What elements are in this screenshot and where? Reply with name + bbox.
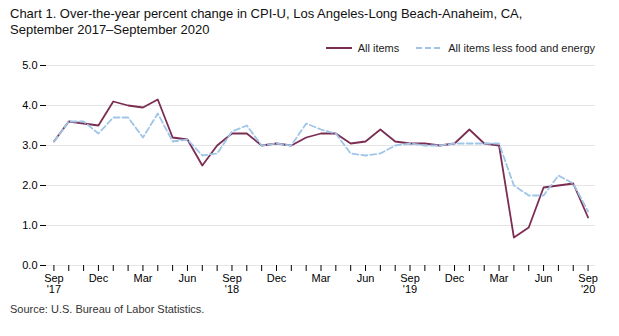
svg-text:2.0: 2.0 <box>22 179 37 191</box>
svg-text:Dec: Dec <box>267 272 287 284</box>
svg-text:4.0: 4.0 <box>22 99 37 111</box>
svg-text:Sep'20: Sep'20 <box>578 272 598 295</box>
svg-text:0.0: 0.0 <box>22 259 37 271</box>
svg-text:Mar: Mar <box>133 272 152 284</box>
svg-text:1.0: 1.0 <box>22 219 37 231</box>
svg-text:Sep'19: Sep'19 <box>400 272 420 295</box>
svg-text:Dec: Dec <box>89 272 109 284</box>
svg-text:Dec: Dec <box>445 272 465 284</box>
html-text:Chart 1. Over-the-year percent: Chart 1. Over-the-year percent change in… <box>10 6 523 38</box>
svg-text:Jun: Jun <box>179 272 197 284</box>
svg-text:Jun: Jun <box>357 272 375 284</box>
svg-text:Sep'18: Sep'18 <box>222 272 242 295</box>
svg-text:3.0: 3.0 <box>22 139 37 151</box>
svg-text:Jun: Jun <box>535 272 553 284</box>
html-text:All items less food and energy: All items less food and energy <box>448 41 595 54</box>
svg-text:Mar: Mar <box>490 272 509 284</box>
svg-text:Mar: Mar <box>312 272 331 284</box>
html-text:Source: U.S. Bureau of Labor S: Source: U.S. Bureau of Labor Statistics. <box>10 302 205 315</box>
svg-text:Sep'17: Sep'17 <box>44 272 64 295</box>
svg-text:5.0: 5.0 <box>22 59 37 71</box>
html-text:All items: All items <box>357 41 400 54</box>
